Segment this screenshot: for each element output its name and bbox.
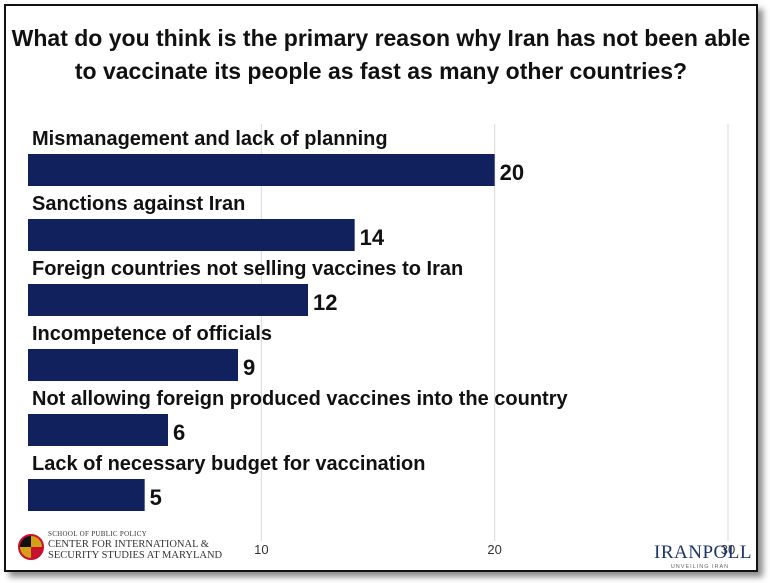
bar [28, 479, 145, 511]
category-label: Incompetence of officials [32, 323, 272, 345]
bar [28, 284, 308, 316]
value-label: 14 [360, 225, 385, 250]
bar-chart: Mismanagement and lack of planning 20 Sanc… [28, 124, 735, 557]
iranpoll-logo-name: IRANPOLL [654, 542, 752, 563]
umd-seal-icon [18, 534, 44, 560]
category-label: Sanctions against Iran [32, 193, 245, 215]
iranpoll-logo: IRANPOLL UNVEILING IRAN [654, 542, 754, 570]
value-label: 6 [173, 420, 185, 445]
umd-cissm-logo: SCHOOL OF PUBLIC POLICY CENTER FOR INTER… [16, 530, 226, 566]
category-label: Not allowing foreign produced vaccines i… [32, 388, 568, 410]
umd-logo-line2: CENTER FOR INTERNATIONAL & [48, 539, 209, 550]
category-label: Mismanagement and lack of planning [32, 128, 388, 150]
umd-logo-line1: SCHOOL OF PUBLIC POLICY [48, 530, 148, 538]
umd-logo-text: SCHOOL OF PUBLIC POLICY CENTER FOR INTER… [48, 530, 222, 561]
value-label: 12 [313, 290, 337, 315]
bar [28, 154, 495, 186]
bar [28, 414, 168, 446]
x-tick-label: 30 [721, 542, 735, 557]
value-label: 9 [243, 355, 255, 380]
iranpoll-logo-tagline: UNVEILING IRAN [670, 564, 730, 570]
value-label: 20 [500, 160, 524, 185]
x-tick-label: 10 [254, 542, 268, 557]
category-label: Lack of necessary budget for vaccination [32, 453, 425, 475]
value-label: 5 [150, 485, 162, 510]
bar [28, 349, 238, 381]
umd-logo-line3: SECURITY STUDIES AT MARYLAND [48, 550, 223, 561]
slide-frame: What do you think is the primary reason … [4, 4, 758, 572]
x-tick-label: 20 [487, 542, 501, 557]
category-label: Foreign countries not selling vaccines t… [32, 258, 463, 280]
chart-title: What do you think is the primary reason … [11, 25, 751, 84]
bar [28, 219, 355, 251]
